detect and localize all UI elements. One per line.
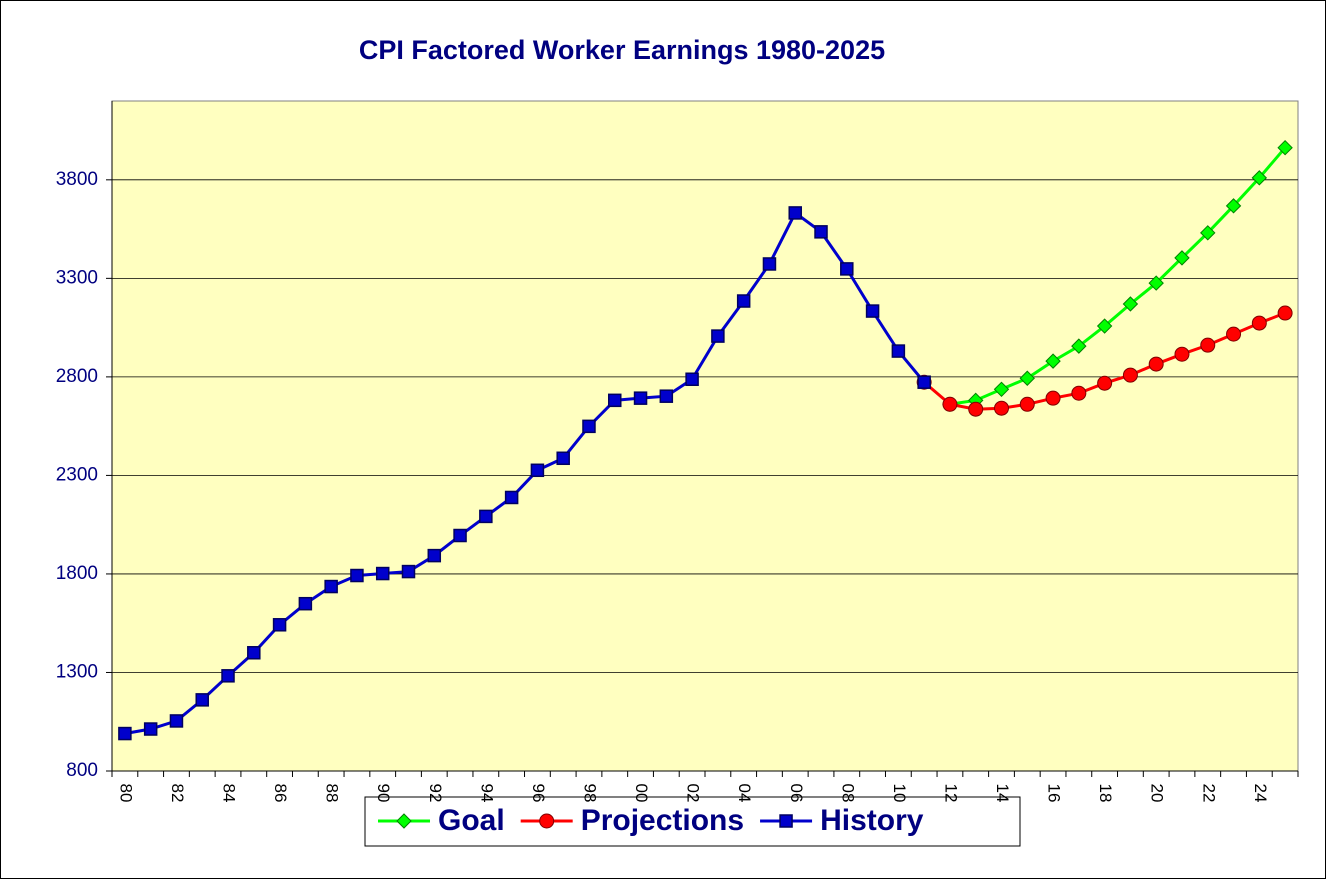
data-point bbox=[1174, 346, 1190, 362]
x-tick-label: 04 bbox=[735, 784, 754, 803]
data-point bbox=[375, 566, 390, 581]
x-tick-label: 22 bbox=[1199, 784, 1218, 803]
legend-label: Projections bbox=[581, 804, 744, 837]
data-point bbox=[195, 693, 209, 707]
x-tick-label: 14 bbox=[993, 784, 1012, 803]
x-tick-label: 94 bbox=[477, 784, 496, 803]
y-tick-label: 800 bbox=[66, 760, 98, 781]
plot-area bbox=[111, 100, 1299, 772]
x-tick-label: 24 bbox=[1251, 784, 1270, 803]
x-tick-label: 86 bbox=[271, 784, 290, 803]
data-point bbox=[453, 528, 467, 543]
data-point bbox=[401, 564, 416, 579]
data-point bbox=[1200, 225, 1216, 241]
data-point bbox=[994, 400, 1009, 416]
x-tick-label: 20 bbox=[1148, 784, 1167, 803]
legend-label: History bbox=[820, 804, 924, 837]
legend-marker bbox=[396, 813, 412, 829]
data-point bbox=[1200, 337, 1216, 353]
data-point bbox=[247, 646, 261, 660]
data-point bbox=[479, 509, 493, 524]
data-point bbox=[633, 391, 648, 405]
data-point bbox=[840, 262, 854, 276]
data-point bbox=[608, 393, 622, 408]
data-point bbox=[1277, 305, 1293, 321]
x-tick-label: 90 bbox=[374, 784, 393, 803]
y-tick-label: 1800 bbox=[56, 563, 98, 584]
legend-marker bbox=[779, 814, 793, 828]
data-point bbox=[221, 669, 235, 683]
data-point bbox=[298, 596, 313, 611]
x-tick-label: 02 bbox=[684, 784, 703, 803]
data-point bbox=[169, 714, 184, 728]
data-point bbox=[762, 257, 777, 271]
x-tick-label: 92 bbox=[426, 784, 445, 803]
data-point bbox=[1019, 370, 1035, 386]
x-tick-label: 08 bbox=[838, 784, 857, 803]
data-point bbox=[1277, 139, 1293, 156]
data-point bbox=[736, 294, 751, 308]
data-point bbox=[1174, 250, 1190, 266]
data-point bbox=[968, 401, 984, 417]
data-point bbox=[1096, 318, 1113, 334]
data-point bbox=[1225, 198, 1242, 214]
data-point bbox=[711, 329, 725, 343]
y-tick-label: 2800 bbox=[56, 366, 98, 387]
x-tick-label: 12 bbox=[941, 784, 960, 803]
data-point bbox=[1148, 356, 1164, 372]
x-tick-label: 82 bbox=[168, 784, 187, 803]
y-tick-label: 3300 bbox=[56, 267, 98, 288]
data-point bbox=[814, 225, 828, 239]
data-point bbox=[427, 548, 442, 563]
data-point bbox=[143, 722, 158, 736]
data-point bbox=[685, 372, 699, 386]
data-point bbox=[324, 579, 338, 594]
data-point bbox=[1148, 275, 1164, 291]
legend-label: Goal bbox=[438, 804, 505, 837]
data-point bbox=[1071, 338, 1087, 354]
x-tick-label: 16 bbox=[1045, 784, 1064, 803]
data-point bbox=[350, 568, 364, 583]
x-tick-label: 06 bbox=[787, 784, 806, 803]
x-tick-label: 88 bbox=[323, 784, 342, 803]
data-point bbox=[1045, 390, 1061, 406]
data-point bbox=[1071, 385, 1087, 401]
data-point bbox=[556, 451, 570, 466]
data-point bbox=[865, 304, 880, 318]
data-point bbox=[1251, 170, 1268, 186]
data-point bbox=[788, 206, 802, 220]
data-point bbox=[1226, 326, 1242, 342]
data-point bbox=[118, 726, 132, 741]
x-tick-label: 80 bbox=[116, 784, 135, 803]
data-point bbox=[1251, 315, 1267, 331]
data-point bbox=[582, 419, 596, 434]
x-tick-label: 84 bbox=[220, 784, 239, 803]
x-tick-label: 10 bbox=[890, 784, 909, 803]
data-point bbox=[504, 490, 519, 505]
x-tick-label: 18 bbox=[1096, 784, 1115, 803]
y-tick-label: 3800 bbox=[56, 169, 98, 190]
data-point bbox=[1122, 296, 1139, 312]
data-point bbox=[659, 389, 674, 403]
legend-box bbox=[364, 796, 1021, 847]
data-point bbox=[891, 344, 906, 358]
data-point bbox=[1097, 375, 1113, 391]
chart-title: CPI Factored Worker Earnings 1980-2025 bbox=[359, 35, 885, 65]
data-point bbox=[1019, 396, 1035, 412]
data-point bbox=[917, 375, 931, 389]
data-point bbox=[942, 396, 958, 412]
legend-marker bbox=[539, 813, 555, 829]
y-tick-label: 1300 bbox=[56, 661, 98, 682]
data-point bbox=[272, 618, 287, 632]
x-tick-label: 98 bbox=[580, 784, 599, 803]
x-tick-label: 96 bbox=[529, 784, 548, 803]
data-point bbox=[1122, 367, 1138, 383]
x-tick-label: 00 bbox=[632, 784, 651, 803]
data-point bbox=[530, 463, 545, 478]
data-point bbox=[1045, 353, 1061, 369]
data-point bbox=[993, 381, 1010, 398]
y-tick-label: 2300 bbox=[56, 464, 98, 485]
